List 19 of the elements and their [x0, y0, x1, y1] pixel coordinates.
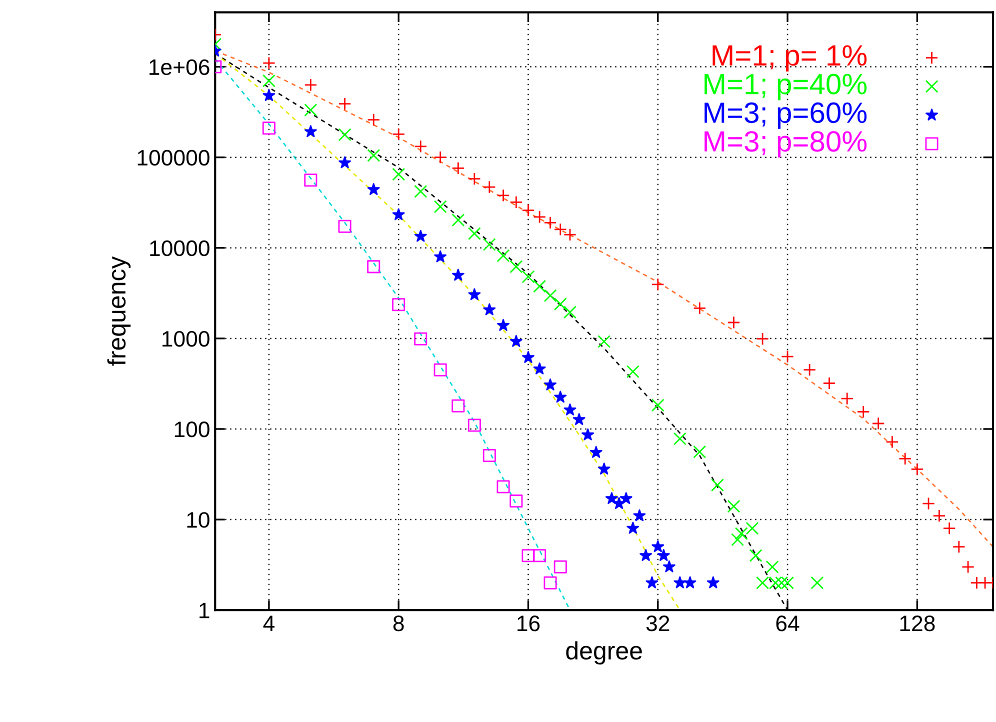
y-tick-label: 10000: [150, 240, 210, 256]
x-tick-label: 64: [776, 616, 800, 632]
y-tick-label: 100000: [138, 150, 210, 166]
legend-label: M=3; p=80%: [704, 131, 867, 158]
y-tick-label: 1000: [162, 330, 210, 347]
y-tick-label: 1e+06: [150, 59, 210, 76]
legend-label: M=3; p=60%: [704, 102, 867, 129]
legend-label: M=1; p= 1%: [712, 45, 867, 72]
legend-label: M=1; p=40%: [704, 74, 867, 100]
x-tick-label: 8: [393, 616, 404, 632]
y-axis-title: frequency: [107, 256, 131, 366]
x-axis-title: degree: [566, 641, 642, 665]
y-tick-label: 1: [200, 602, 210, 618]
x-tick-label: 32: [646, 616, 670, 632]
x-tick-label: 16: [518, 616, 540, 632]
y-tick-label: 100: [174, 422, 210, 438]
y-tick-label: 10: [187, 512, 210, 528]
x-tick-label: 4: [263, 616, 274, 632]
x-tick-label: 128: [900, 616, 935, 632]
